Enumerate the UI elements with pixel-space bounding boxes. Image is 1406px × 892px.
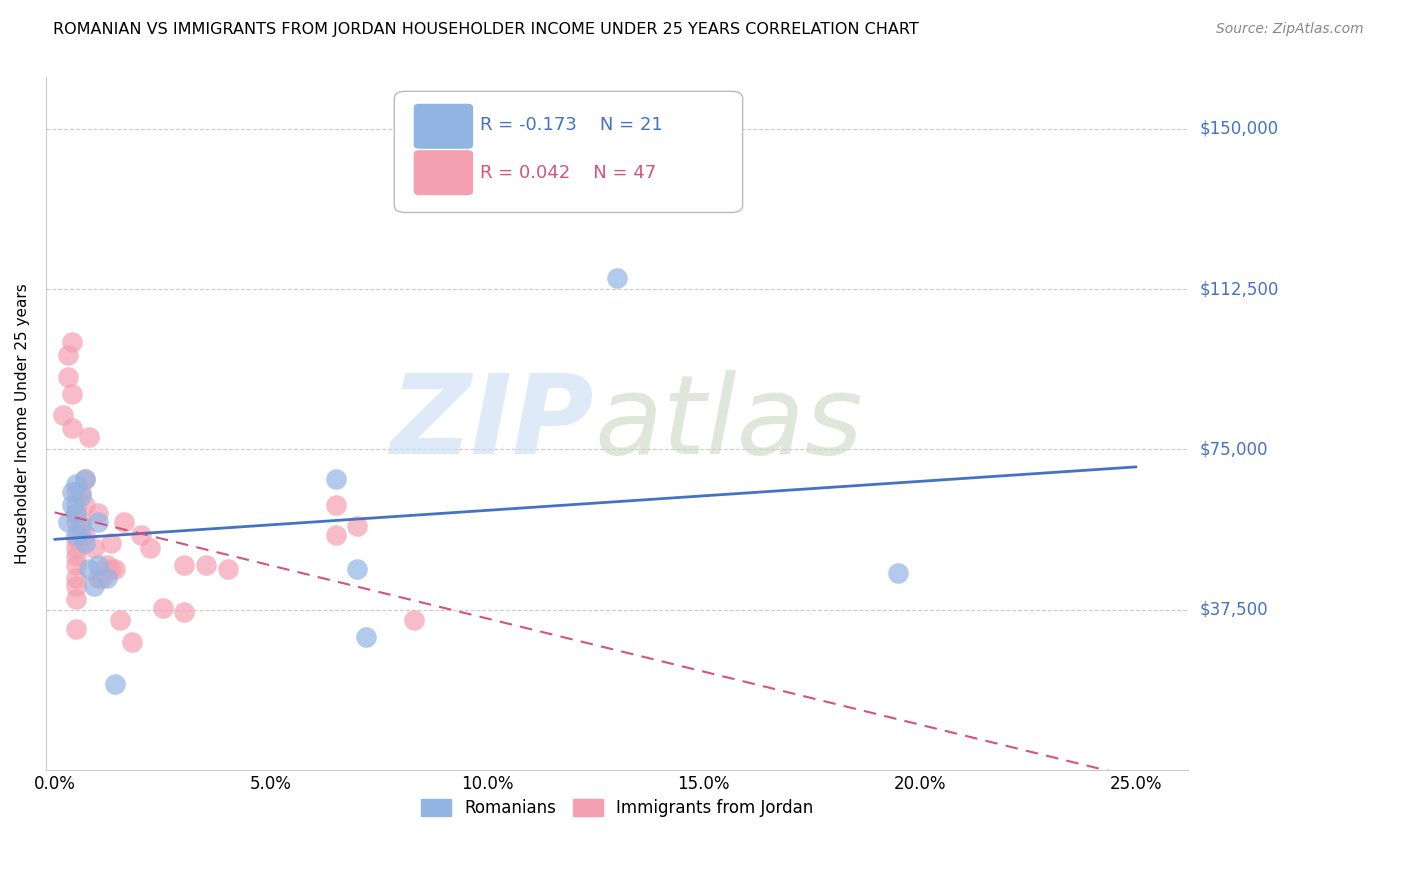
Point	[325, 472, 347, 486]
Point	[139, 541, 162, 555]
Point	[69, 485, 91, 500]
Point	[325, 528, 347, 542]
Text: $75,000: $75,000	[1199, 441, 1268, 458]
Point	[104, 677, 127, 691]
Point	[69, 515, 91, 529]
Point	[73, 528, 96, 542]
Point	[87, 507, 110, 521]
Point	[96, 558, 118, 572]
Point	[65, 515, 87, 529]
Point	[65, 622, 87, 636]
Point	[73, 536, 96, 550]
Point	[60, 386, 83, 401]
Text: Source: ZipAtlas.com: Source: ZipAtlas.com	[1216, 22, 1364, 37]
Point	[73, 498, 96, 512]
Point	[60, 335, 83, 350]
Point	[56, 515, 79, 529]
Point	[69, 519, 91, 533]
Point	[65, 549, 87, 564]
Point	[60, 498, 83, 512]
Point	[73, 472, 96, 486]
Point	[346, 519, 368, 533]
FancyBboxPatch shape	[394, 91, 742, 212]
Point	[65, 558, 87, 572]
Point	[65, 507, 87, 521]
Point	[195, 558, 218, 572]
Point	[56, 369, 79, 384]
Point	[402, 613, 425, 627]
Point	[65, 571, 87, 585]
Point	[65, 498, 87, 512]
Point	[65, 579, 87, 593]
Point	[346, 562, 368, 576]
Text: $150,000: $150,000	[1199, 120, 1278, 137]
Point	[112, 515, 135, 529]
FancyBboxPatch shape	[413, 150, 472, 195]
Text: R = 0.042    N = 47: R = 0.042 N = 47	[479, 164, 657, 182]
Text: ROMANIAN VS IMMIGRANTS FROM JORDAN HOUSEHOLDER INCOME UNDER 25 YEARS CORRELATION: ROMANIAN VS IMMIGRANTS FROM JORDAN HOUSE…	[53, 22, 920, 37]
Point	[100, 562, 122, 576]
Text: atlas: atlas	[595, 370, 863, 477]
Point	[60, 421, 83, 435]
Point	[83, 541, 105, 555]
FancyBboxPatch shape	[413, 103, 472, 149]
Point	[91, 571, 114, 585]
Point	[65, 532, 87, 546]
Point	[152, 600, 174, 615]
Y-axis label: Householder Income Under 25 years: Householder Income Under 25 years	[15, 284, 30, 564]
Point	[87, 558, 110, 572]
Point	[173, 605, 195, 619]
Point	[100, 536, 122, 550]
Point	[887, 566, 910, 581]
Point	[96, 571, 118, 585]
Point	[129, 528, 152, 542]
Point	[65, 528, 87, 542]
Point	[121, 634, 143, 648]
Point	[217, 562, 239, 576]
Point	[65, 592, 87, 607]
Text: ZIP: ZIP	[391, 370, 595, 477]
Point	[65, 485, 87, 500]
Point	[77, 562, 100, 576]
Legend: Romanians, Immigrants from Jordan: Romanians, Immigrants from Jordan	[415, 792, 820, 824]
Text: $37,500: $37,500	[1199, 600, 1268, 619]
Point	[69, 489, 91, 503]
Point	[606, 271, 628, 285]
Point	[65, 541, 87, 555]
Point	[87, 515, 110, 529]
Point	[77, 429, 100, 443]
Point	[325, 498, 347, 512]
Text: R = -0.173    N = 21: R = -0.173 N = 21	[479, 116, 662, 134]
Text: $112,500: $112,500	[1199, 280, 1278, 298]
Point	[65, 476, 87, 491]
Point	[73, 472, 96, 486]
Point	[354, 631, 377, 645]
Point	[60, 485, 83, 500]
Point	[69, 528, 91, 542]
Point	[87, 571, 110, 585]
Point	[83, 579, 105, 593]
Point	[65, 507, 87, 521]
Point	[173, 558, 195, 572]
Point	[56, 348, 79, 362]
Point	[52, 408, 75, 422]
Point	[104, 562, 127, 576]
Point	[108, 613, 131, 627]
